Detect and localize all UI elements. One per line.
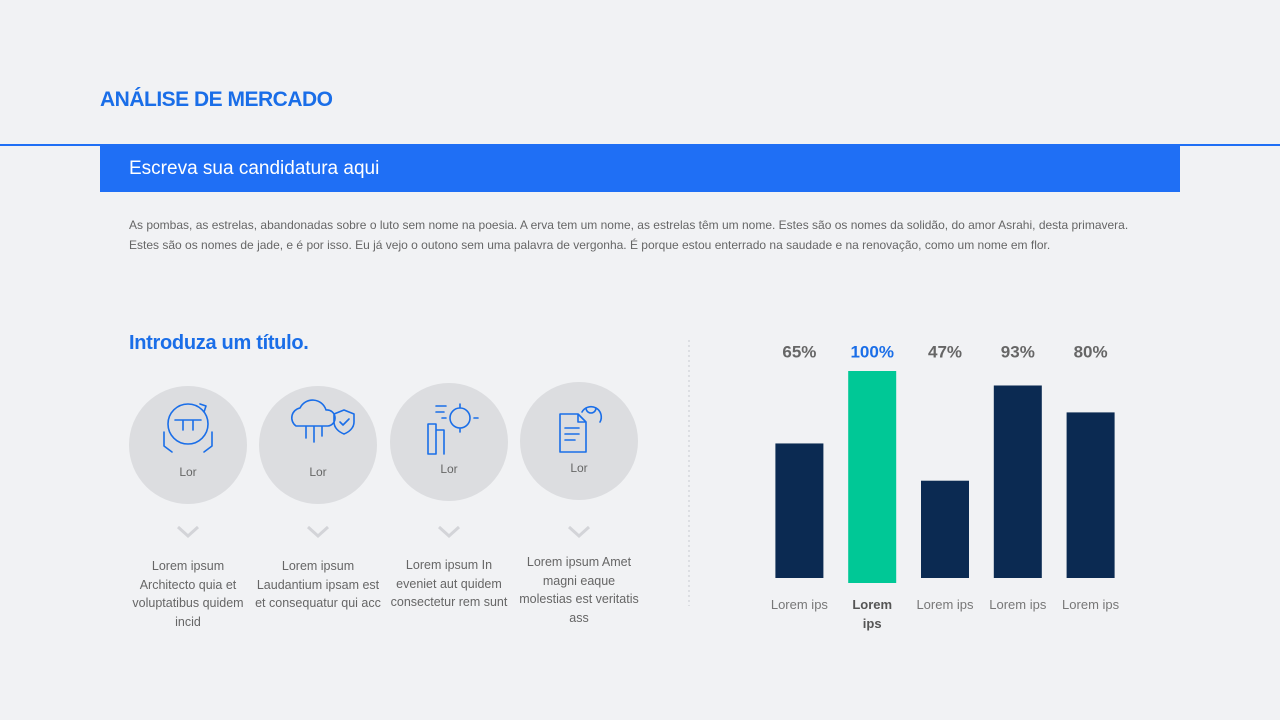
section-title: Introduza um título. [129,332,309,354]
intro: As pombas, as estrelas, abandonadas sobr… [129,215,1128,255]
feature-icon [559,405,603,453]
feature-circle [129,386,247,504]
value-label: 65% [782,342,816,361]
bar [921,480,969,578]
chevron [437,525,461,539]
feature-circle [390,383,508,501]
category-label: Lorem ips [989,597,1047,612]
value-label: 47% [928,342,962,361]
bar [1066,412,1115,578]
feature-icon [163,403,213,453]
feature-icon [291,399,355,443]
category-label: Lorem ips [770,597,828,612]
value-label: 100% [850,342,893,361]
feature-text: Lorem ipsum Laudantium ipsam est et cons… [255,559,381,610]
chevron [306,525,330,539]
value-label: 80% [1074,342,1108,361]
intro-line: Estes são os nomes de jade, e é por isso… [129,238,1051,252]
category-label: Lorem ips [852,597,893,631]
feature-label: Lor [570,461,587,475]
chevron [176,525,200,539]
banner: Escreva sua candidatura aqui [100,145,1180,192]
bar [775,443,824,578]
feature-text: Lorem ipsum In eveniet aut quidem consec… [390,558,508,609]
feature-text: Lorem ipsum Amet magni eaque molestias e… [519,555,639,625]
category-label: Lorem ips [1062,597,1120,612]
feature-icon [427,403,479,455]
bar [848,371,897,583]
feature-label: Lor [179,465,196,479]
feature-label: Lor [440,462,457,476]
feature-circle [520,382,638,500]
value-label: 93% [1001,342,1035,361]
intro-line: As pombas, as estrelas, abandonadas sobr… [129,218,1129,232]
category-label: Lorem ips [916,597,974,612]
feature-text: Lorem ipsum Architecto quia et voluptati… [132,559,244,629]
title: ANÁLISE DE MERCADO [100,88,333,111]
feature-circle [259,386,377,504]
bar [993,385,1042,578]
feature-label: Lor [309,465,326,479]
chevron [567,525,591,539]
